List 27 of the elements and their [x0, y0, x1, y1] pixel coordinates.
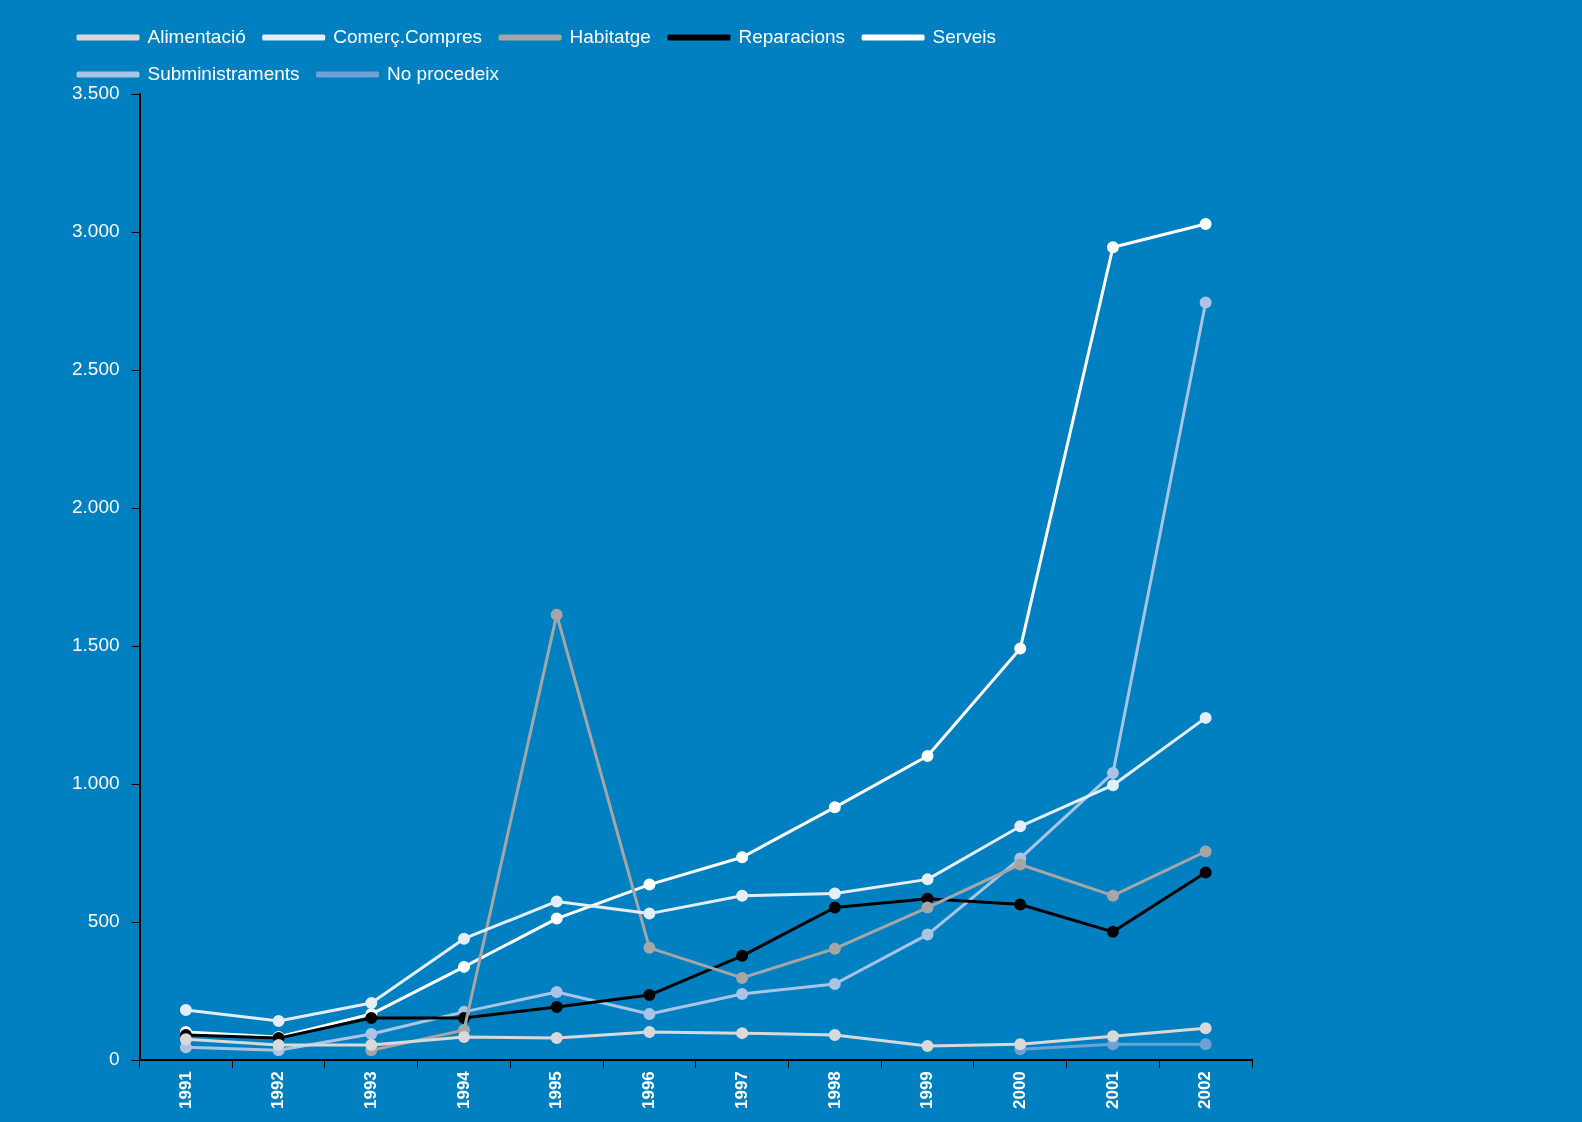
legend-label: Subministraments — [147, 62, 300, 84]
y-tick-label: 500 — [87, 910, 120, 932]
legend-label: Serveis — [932, 25, 996, 47]
y-tick-label: 3.000 — [72, 220, 120, 242]
x-tick-label: 1997 — [731, 1071, 751, 1110]
y-tick-label: 0 — [108, 1048, 120, 1070]
x-tick-label: 1998 — [824, 1071, 844, 1110]
y-tick-label: 2.000 — [72, 496, 120, 518]
legend-label: Alimentació — [147, 25, 246, 47]
legend-label: Habitatge — [569, 25, 651, 47]
y-tick-label: 1.500 — [72, 634, 120, 656]
x-tick-label: 1999 — [917, 1071, 937, 1110]
x-tick-label: 1995 — [546, 1071, 566, 1110]
x-tick-label: 2000 — [1009, 1071, 1029, 1110]
x-tick-label: 1991 — [175, 1071, 195, 1110]
y-tick-label: 1.000 — [72, 772, 120, 794]
legend-label: Reparacions — [738, 25, 846, 47]
y-tick-label: 3.500 — [72, 82, 120, 104]
x-tick-label: 2001 — [1102, 1071, 1122, 1110]
x-tick-label: 1993 — [361, 1071, 380, 1110]
legend-label: No procedeix — [387, 62, 500, 84]
legend-label: Comerç.Compres — [333, 25, 483, 47]
y-tick-label: 2.500 — [72, 358, 120, 380]
x-tick-label: 1992 — [268, 1071, 288, 1110]
x-tick-label: 1996 — [639, 1071, 659, 1110]
x-tick-label: 1994 — [453, 1070, 473, 1110]
x-tick-label: 2002 — [1195, 1071, 1215, 1110]
